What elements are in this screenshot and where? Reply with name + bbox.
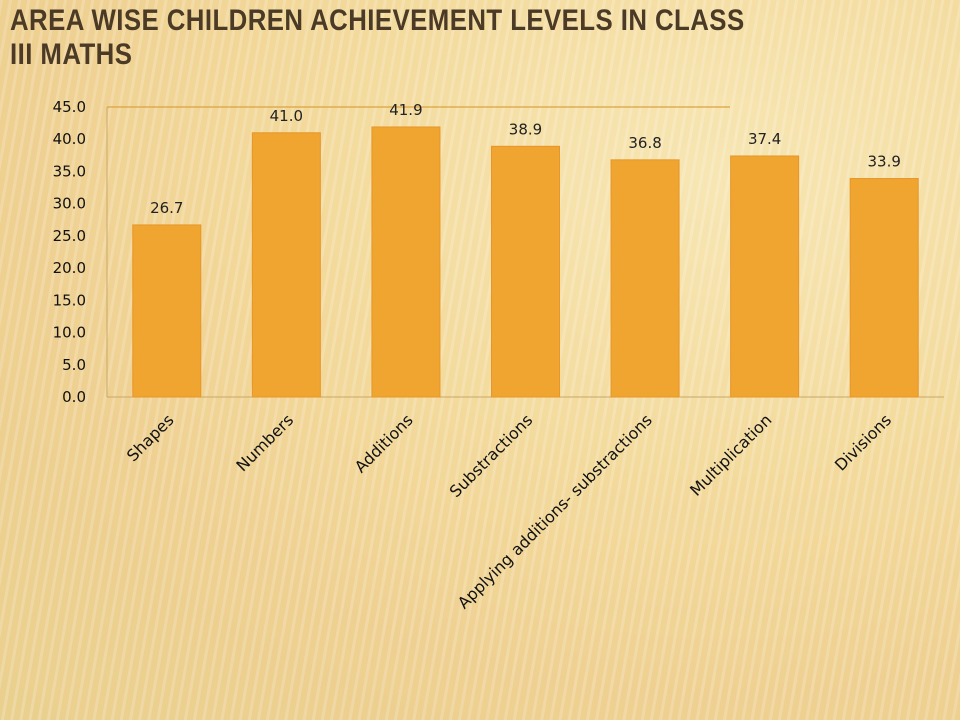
y-tick-label: 45.0 <box>53 98 86 116</box>
data-label: 33.9 <box>868 153 901 171</box>
bar-7 <box>849 178 919 398</box>
bar-2 <box>251 132 321 398</box>
x-category-label: Multiplication <box>686 410 775 499</box>
x-category-label: Additions <box>351 410 417 476</box>
bar-5 <box>610 159 680 398</box>
bar-4 <box>491 145 560 398</box>
data-label: 41.9 <box>389 101 422 119</box>
y-tick-label: 15.0 <box>53 291 86 309</box>
x-category-label: Applying additions- substractions <box>454 410 656 612</box>
bar-1 <box>132 224 202 398</box>
data-label: 41.0 <box>270 107 303 125</box>
y-tick-label: 10.0 <box>53 324 86 342</box>
slide-title: Area wise children achievement levels in… <box>10 4 745 71</box>
data-label: 26.7 <box>150 199 183 217</box>
x-category-label: Substractions <box>446 410 537 501</box>
x-category-label: Divisions <box>831 410 895 474</box>
bar-6 <box>730 155 800 398</box>
data-label: 37.4 <box>748 130 781 148</box>
y-tick-label: 30.0 <box>53 195 86 213</box>
y-tick-label: 25.0 <box>53 227 86 245</box>
x-category-label: Numbers <box>232 410 297 475</box>
bar-3 <box>371 126 441 398</box>
data-label: 38.9 <box>509 120 542 138</box>
y-tick-label: 0.0 <box>62 388 86 406</box>
y-tick-label: 20.0 <box>53 259 86 277</box>
y-tick-label: 5.0 <box>62 356 86 374</box>
y-tick-label: 40.0 <box>53 130 86 148</box>
data-label: 36.8 <box>628 134 661 152</box>
y-tick-label: 35.0 <box>53 162 86 180</box>
x-category-label: Shapes <box>123 410 178 465</box>
